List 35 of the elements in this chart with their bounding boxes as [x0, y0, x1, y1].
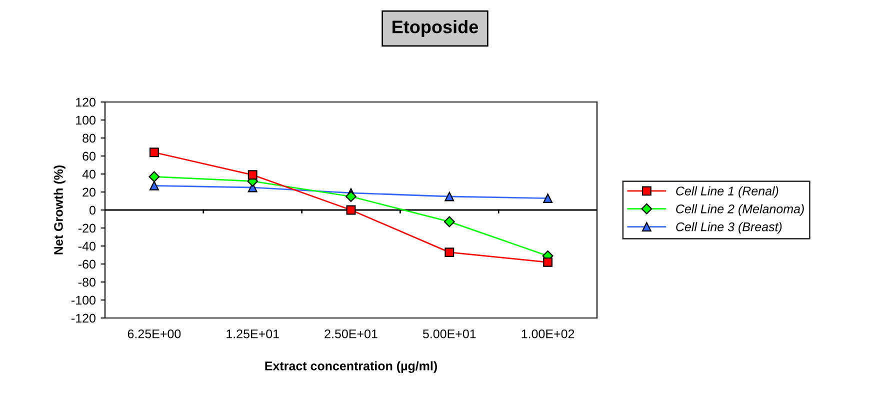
legend-label: Cell Line 1 (Renal) — [676, 186, 778, 198]
chart-title: Etoposide — [392, 20, 478, 37]
point — [346, 205, 356, 215]
y-tick-label: -120 — [72, 314, 96, 323]
point — [543, 194, 553, 204]
x-axis-title: Extract concentration (µg/ml) — [265, 361, 437, 373]
legend-label: Cell Line 3 (Breast) — [676, 222, 782, 234]
y-tick-label: 60 — [82, 152, 96, 161]
x-tick-label: 1.25E+01 — [226, 329, 279, 338]
point — [543, 257, 553, 267]
y-tick-label: -60 — [78, 260, 96, 269]
x-tick-label: 6.25E+00 — [128, 329, 181, 338]
point — [248, 170, 258, 180]
y-tick-label: -100 — [72, 296, 96, 305]
point — [444, 216, 455, 228]
y-tick-label: 80 — [82, 134, 96, 143]
y-axis-title: Net Growth (%) — [54, 165, 66, 254]
point — [148, 171, 160, 182]
y-tick-label: -80 — [78, 278, 96, 287]
point — [149, 180, 159, 190]
y-tick-label: 20 — [82, 188, 96, 197]
x-tick-label: 2.50E+01 — [324, 329, 378, 338]
y-tick-label: 0 — [90, 206, 96, 215]
y-tick-label: 120 — [76, 98, 96, 107]
y-tick-label: 40 — [82, 170, 96, 179]
x-tick-label: 1.00E+02 — [522, 329, 574, 338]
point — [444, 248, 454, 258]
x-tick-label: 5.00E+01 — [422, 329, 476, 338]
point — [444, 192, 454, 202]
y-tick-label: 100 — [76, 116, 96, 125]
point — [346, 191, 356, 202]
y-tick-label: -20 — [78, 224, 96, 233]
point — [149, 148, 159, 158]
legend-label: Cell Line 2 (Melanoma) — [676, 204, 804, 216]
y-tick-label: -40 — [78, 242, 96, 251]
